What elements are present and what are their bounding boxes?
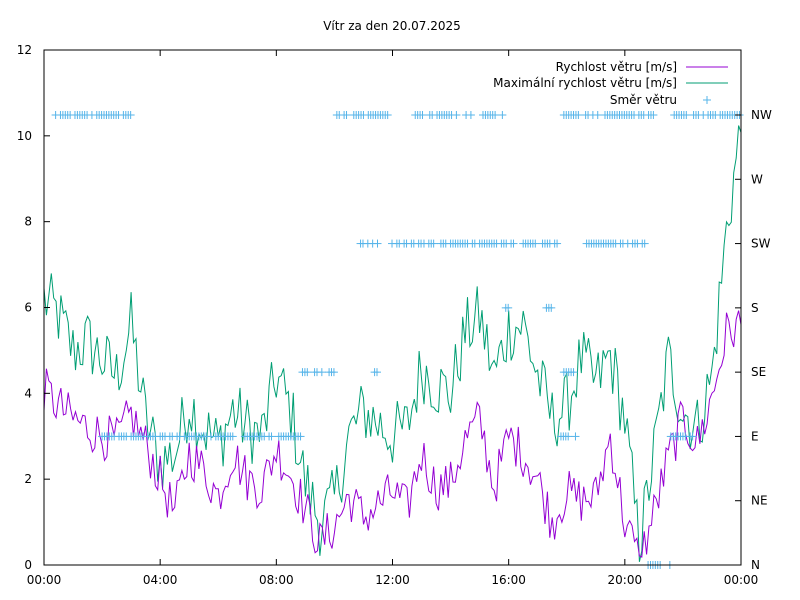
direction-marker bbox=[329, 368, 338, 377]
y2-tick-label: SW bbox=[751, 237, 771, 251]
x-tick-label: 08:00 bbox=[259, 573, 294, 587]
direction-marker bbox=[342, 111, 351, 119]
y-tick-label: 2 bbox=[24, 472, 32, 486]
direction-marker bbox=[296, 432, 305, 441]
direction-marker bbox=[547, 303, 556, 312]
x-tick-label: 20:00 bbox=[608, 573, 643, 587]
direction-marker bbox=[688, 432, 697, 441]
direction-marker bbox=[509, 239, 518, 248]
direction-marker bbox=[564, 432, 573, 441]
direction-marker bbox=[504, 303, 513, 312]
direction-marker bbox=[373, 239, 382, 248]
y2-tick-label: SE bbox=[751, 365, 766, 379]
x-tick-label: 12:00 bbox=[375, 573, 410, 587]
direction-marker bbox=[303, 368, 312, 377]
y-tick-label: 6 bbox=[24, 301, 32, 315]
legend-plus-marker bbox=[703, 96, 711, 104]
direction-marker bbox=[498, 111, 507, 119]
x-tick-label: 00:00 bbox=[27, 573, 62, 587]
y-tick-label: 10 bbox=[17, 129, 32, 143]
x-tick-label: 16:00 bbox=[491, 573, 526, 587]
legend-label-max-speed: Maximální rychlost větru [m/s] bbox=[493, 76, 677, 90]
y-tick-label: 8 bbox=[24, 215, 32, 229]
direction-marker bbox=[429, 239, 438, 248]
x-tick-label: 00:00 bbox=[724, 573, 759, 587]
direction-marker bbox=[682, 111, 691, 119]
direction-marker bbox=[317, 368, 326, 377]
direction-marker bbox=[383, 111, 392, 119]
y2-tick-label: E bbox=[751, 429, 759, 443]
series-layer bbox=[43, 111, 744, 569]
series-line-speed bbox=[43, 310, 742, 558]
direction-marker bbox=[452, 111, 461, 119]
legend: Rychlost větru [m/s] Maximální rychlost … bbox=[493, 60, 728, 107]
direction-marker bbox=[569, 368, 578, 377]
y2-tick-label: W bbox=[751, 172, 763, 186]
direction-marker bbox=[593, 111, 602, 119]
plot-frame bbox=[43, 49, 742, 566]
chart-title: Vítr za den 20.07.2025 bbox=[323, 19, 461, 33]
direction-marker bbox=[267, 432, 276, 441]
direction-marker bbox=[228, 432, 237, 441]
direction-marker bbox=[649, 111, 658, 119]
direction-marker bbox=[640, 239, 649, 248]
x-tick-label: 04:00 bbox=[143, 573, 178, 587]
y-tick-label: 12 bbox=[17, 43, 32, 57]
y-tick-label: 0 bbox=[24, 558, 32, 572]
direction-marker bbox=[466, 111, 475, 119]
direction-marker bbox=[531, 239, 540, 248]
direction-marker bbox=[418, 111, 427, 119]
direction-marker bbox=[491, 111, 500, 119]
y2-tick-label: NE bbox=[751, 494, 768, 508]
direction-marker bbox=[126, 111, 135, 119]
y2-tick-label: NW bbox=[751, 108, 772, 122]
y2-tick-label: S bbox=[751, 301, 759, 315]
legend-swatch-direction bbox=[703, 96, 711, 104]
legend-label-speed: Rychlost větru [m/s] bbox=[556, 60, 677, 74]
legend-label-direction: Směr větru bbox=[610, 93, 677, 107]
direction-marker bbox=[373, 368, 382, 377]
direction-marker bbox=[574, 111, 583, 119]
direction-marker bbox=[571, 432, 580, 441]
y2-tick-label: N bbox=[751, 558, 760, 572]
direction-marker bbox=[553, 239, 562, 248]
y-tick-label: 4 bbox=[24, 386, 32, 400]
